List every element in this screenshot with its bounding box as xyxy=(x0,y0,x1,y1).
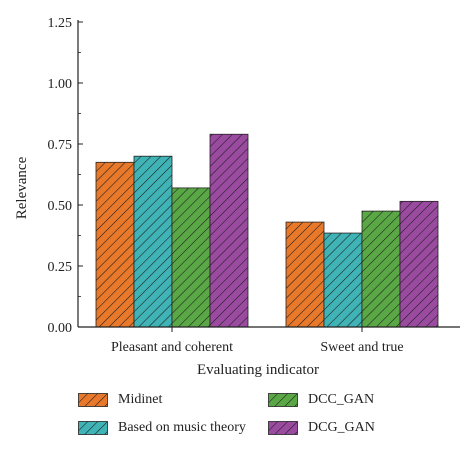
bar-dcg-gan-2 xyxy=(399,200,439,328)
bar-dcc-gan-2 xyxy=(361,210,401,328)
bar-chart: Pleasant and coherent Sweet and true 0.00 0… xyxy=(14,16,460,378)
legend-item: DCC_GAN xyxy=(268,392,374,408)
bar-dcc-gan-1 xyxy=(171,187,211,328)
bar-based-on-music-theory-1 xyxy=(133,155,173,328)
legend-item: Based on music theory xyxy=(78,420,246,436)
x-tick-label: Sweet and true xyxy=(320,340,403,355)
legend-swatch xyxy=(268,393,298,407)
bar-midinet-1 xyxy=(95,161,135,328)
legend-swatch xyxy=(78,421,108,435)
legend-item: DCG_GAN xyxy=(268,420,375,436)
legend-swatch xyxy=(78,393,108,407)
axes-group: Pleasant and coherent Sweet and true 0.00 0… xyxy=(48,16,460,355)
bars-group xyxy=(95,133,439,328)
y-tick-label: 0.50 xyxy=(48,199,73,214)
legend: Midinet DCC_GAN Based on music theory DCG_G… xyxy=(78,392,458,444)
y-tick-label: 0.75 xyxy=(48,138,73,153)
legend-label: Midinet xyxy=(118,392,163,407)
x-axis-title: Evaluating indicator xyxy=(197,362,319,378)
y-tick-label: 1.00 xyxy=(48,77,73,92)
y-tick-label: 0.25 xyxy=(48,260,73,275)
bar-dcg-gan-1 xyxy=(209,133,249,328)
bar-midinet-2 xyxy=(285,221,325,328)
x-tick-label: Pleasant and coherent xyxy=(111,340,233,355)
legend-label: DCC_GAN xyxy=(308,392,375,407)
legend-item: Midinet xyxy=(78,392,162,408)
legend-label: DCG_GAN xyxy=(308,420,375,435)
legend-label: Based on music theory xyxy=(118,420,246,435)
y-tick-label: 0.00 xyxy=(48,321,73,336)
legend-swatch xyxy=(268,421,298,435)
bar-based-on-music-theory-2 xyxy=(323,232,363,328)
y-tick-label: 1.25 xyxy=(48,16,73,31)
y-axis-title: Relevance xyxy=(14,156,30,219)
